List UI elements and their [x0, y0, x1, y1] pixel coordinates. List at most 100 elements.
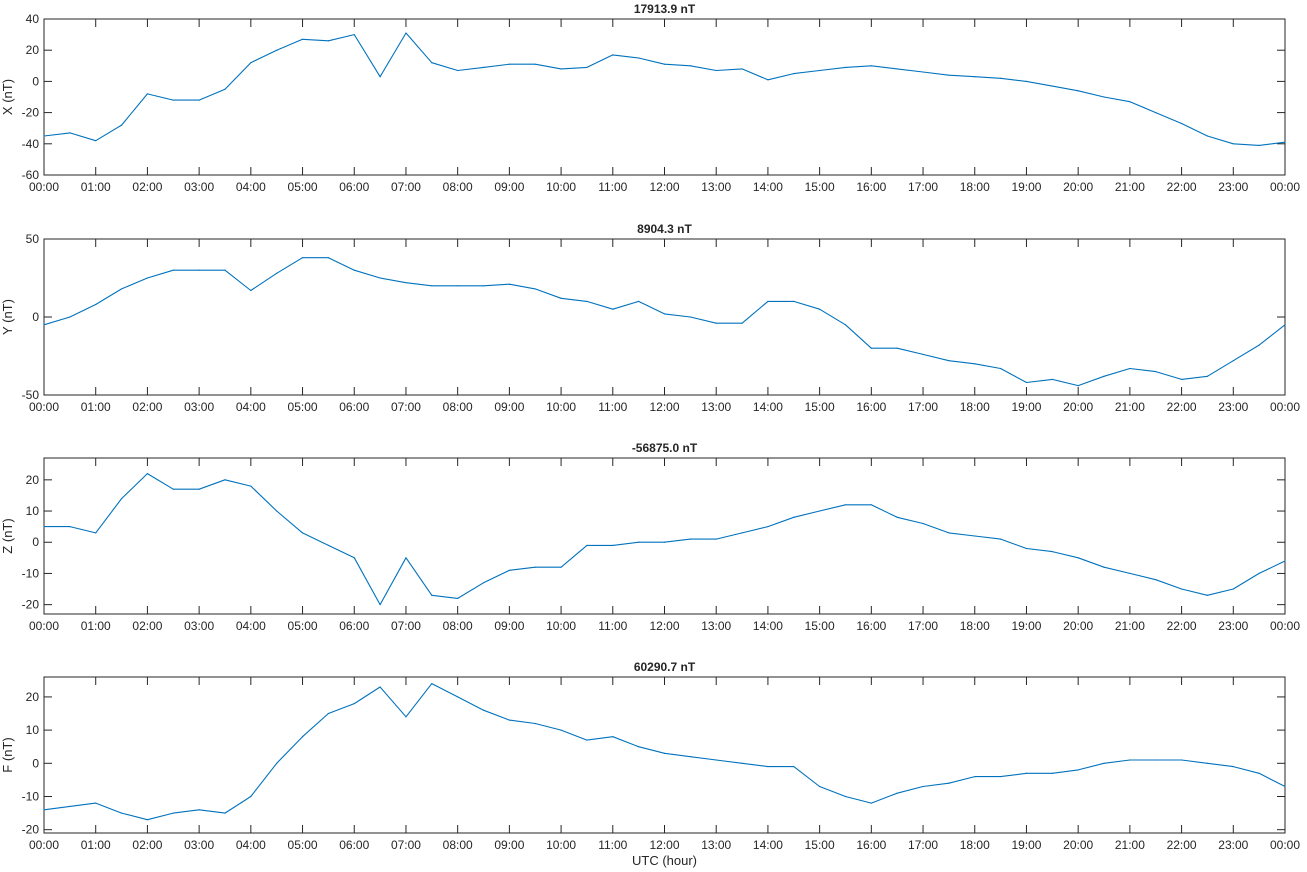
- data-point: [172, 269, 174, 271]
- data-point: [276, 272, 278, 274]
- data-point: [1206, 594, 1209, 596]
- data-point: [793, 73, 795, 75]
- data-point: [948, 74, 950, 76]
- data-point: [870, 347, 872, 349]
- data-point: [844, 795, 847, 798]
- x-tick-label: 14:00: [753, 180, 783, 194]
- x-tick-label: 12:00: [649, 838, 679, 852]
- data-point: [250, 485, 252, 487]
- data-point: [741, 68, 743, 70]
- x-tick-label: 05:00: [288, 838, 318, 852]
- subplot-f: 00:00 01:00 02:00 03:00 04:00 05:00 06:00 07:00…: [0, 660, 1300, 868]
- x-tick-label: 03:00: [184, 619, 214, 633]
- x-tick-label: 17:00: [908, 400, 938, 414]
- axes-box: [43, 676, 1286, 834]
- data-point: [508, 63, 510, 65]
- data-point: [586, 66, 588, 68]
- data-point: [1258, 772, 1260, 774]
- data-point: [1103, 566, 1105, 568]
- data-point: [353, 702, 355, 705]
- data-point: [870, 504, 872, 506]
- x-tick-label: 22:00: [1167, 838, 1197, 852]
- data-point: [767, 300, 769, 302]
- data-point: [534, 566, 536, 568]
- data-point: [741, 322, 743, 324]
- data-point: [793, 300, 795, 302]
- x-tick-label: 08:00: [443, 619, 473, 633]
- data-point: [224, 479, 226, 481]
- x-tick-label: 23:00: [1218, 180, 1248, 194]
- data-point: [663, 63, 666, 65]
- x-tick-label: 11:00: [598, 838, 627, 852]
- y-tick-label: 20: [26, 43, 40, 57]
- data-point: [896, 347, 898, 349]
- x-tick-label: 18:00: [960, 619, 990, 633]
- data-point: [922, 353, 924, 356]
- axes-box: [43, 18, 1286, 176]
- y-tick-label: 10: [26, 504, 40, 518]
- data-point: [1232, 766, 1234, 768]
- y-axis-label: X (nT): [0, 79, 15, 115]
- y-tick-label: -40: [22, 137, 40, 151]
- x-tick-label: 03:00: [184, 180, 214, 194]
- data-point: [974, 76, 976, 78]
- data-point: [1155, 759, 1157, 761]
- y-axis-label: F (nT): [0, 737, 15, 772]
- x-tick-label: 19:00: [1011, 619, 1041, 633]
- y-tick-label: 0: [32, 756, 39, 770]
- data-point: [43, 526, 45, 528]
- data-point: [95, 802, 97, 804]
- data-point: [379, 686, 381, 688]
- x-tick-label: 21:00: [1115, 400, 1145, 414]
- x-tick-label: 09:00: [494, 619, 524, 633]
- data-point: [301, 532, 304, 534]
- x-tick-label: 00:00: [29, 838, 59, 852]
- x-tick-label: 23:00: [1218, 400, 1248, 414]
- data-point: [353, 557, 355, 559]
- data-point: [43, 135, 45, 137]
- data-point: [534, 722, 536, 725]
- data-point: [1000, 77, 1002, 79]
- axes-box: [43, 457, 1286, 615]
- data-point: [457, 69, 459, 72]
- x-tick-label: 13:00: [701, 180, 731, 194]
- data-point: [146, 277, 149, 279]
- data-point: [1103, 96, 1105, 98]
- data-point: [431, 285, 433, 287]
- x-tick-label: 00:00: [29, 180, 59, 194]
- data-point: [870, 802, 872, 804]
- y-tick-label: 50: [26, 232, 40, 246]
- x-tick-label: 09:00: [494, 838, 524, 852]
- x-tick-label: 19:00: [1011, 400, 1041, 414]
- data-point: [69, 805, 71, 808]
- data-point: [1051, 85, 1053, 87]
- data-point: [250, 62, 252, 64]
- x-tick-label: 10:00: [546, 619, 576, 633]
- x-tick-label: 03:00: [184, 400, 214, 414]
- y-tick-label: 0: [32, 535, 39, 549]
- x-tick-label: 18:00: [960, 400, 990, 414]
- data-point: [327, 544, 329, 546]
- x-tick-label: 05:00: [288, 400, 318, 414]
- data-point: [612, 544, 614, 546]
- x-tick-label: 10:00: [546, 180, 576, 194]
- data-point: [1180, 759, 1183, 761]
- x-tick-label: 03:00: [184, 838, 214, 852]
- x-tick-label: 10:00: [546, 400, 576, 414]
- data-point: [198, 809, 200, 811]
- data-point: [1077, 385, 1079, 387]
- data-point: [482, 285, 485, 287]
- data-point: [224, 269, 226, 271]
- x-tick-label: 01:00: [81, 180, 111, 194]
- data-point: [431, 62, 433, 64]
- x-tick-label: 20:00: [1063, 180, 1093, 194]
- y-tick-label: -60: [22, 168, 40, 182]
- x-tick-label: 22:00: [1167, 619, 1197, 633]
- x-tick-label: 06:00: [339, 619, 369, 633]
- data-point: [948, 782, 950, 784]
- x-tick-label: 06:00: [339, 400, 369, 414]
- data-point: [172, 812, 174, 814]
- data-point: [1284, 324, 1286, 326]
- data-point: [1232, 360, 1234, 362]
- data-point: [948, 532, 950, 534]
